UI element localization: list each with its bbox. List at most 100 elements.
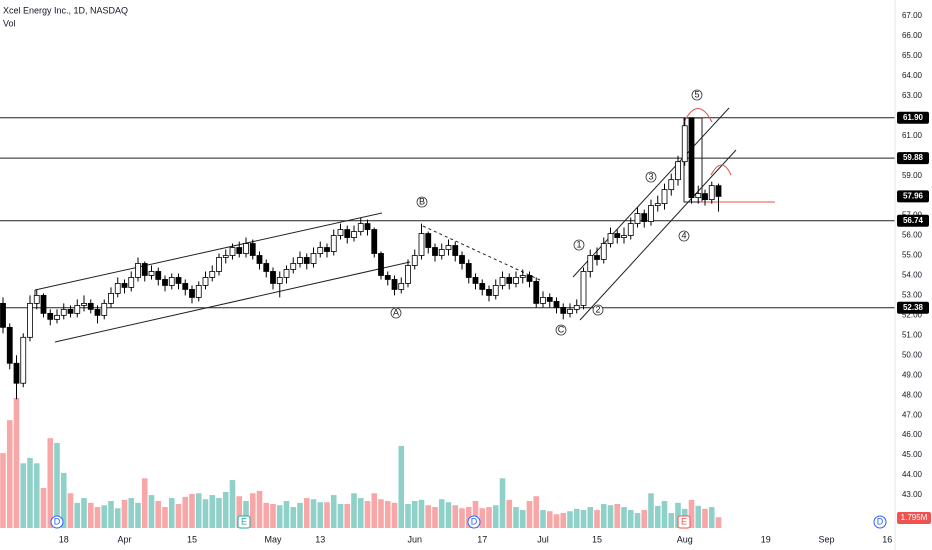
candle-body (101, 302, 108, 316)
candle-body (371, 229, 378, 254)
wave-label: C (558, 324, 565, 334)
volume-bar (297, 502, 303, 528)
volume-bar (236, 496, 243, 528)
candle-body (594, 255, 600, 260)
x-tick-label: 15 (592, 534, 602, 544)
candle-body (506, 277, 513, 284)
volume-title: Vol (3, 18, 16, 28)
volume-bar (337, 504, 344, 528)
candles (0, 117, 722, 400)
candle-body (418, 233, 425, 256)
event-marker[interactable]: D (54, 516, 61, 526)
volume-bar (209, 495, 216, 528)
candle-body (54, 314, 60, 320)
y-tick-label: 49.00 (902, 370, 923, 379)
wave-label: 3 (648, 171, 653, 181)
volume-bar (519, 510, 526, 528)
candle-body (0, 302, 6, 328)
volume-bar (317, 502, 324, 528)
candle-body (648, 205, 654, 222)
volume-bar (175, 504, 182, 528)
y-tick-label: 48.00 (902, 390, 923, 399)
volume-bar (74, 502, 81, 528)
candle-body (94, 308, 101, 316)
event-marker[interactable]: E (681, 516, 687, 526)
candle-body (216, 257, 222, 272)
candle-body (128, 277, 135, 288)
candle-body (621, 235, 627, 238)
y-tick-label: 50.00 (902, 350, 923, 359)
volume-bar (371, 493, 378, 528)
candle-body (702, 193, 708, 201)
volume-bar (135, 502, 141, 528)
volume-bar (499, 478, 506, 528)
candle-body (135, 263, 141, 278)
candle-body (634, 213, 641, 224)
event-marker[interactable]: D (471, 516, 478, 526)
wave-label: 4 (681, 230, 686, 240)
candle-body (580, 271, 587, 306)
volume-bar (405, 504, 411, 528)
price-label: 56.74 (903, 216, 924, 225)
candle-body (114, 283, 121, 294)
volume-bar (87, 502, 94, 528)
candle-body (459, 255, 465, 264)
volume-bar (54, 442, 60, 528)
candle-body (607, 233, 614, 244)
volume-bar (506, 499, 513, 528)
x-tick-label: Jul (537, 534, 549, 544)
volume-bar (13, 398, 20, 528)
event-markers: D E D E D (50, 515, 887, 529)
event-marker[interactable]: D (877, 516, 884, 526)
volume-bar (438, 499, 445, 528)
volume-label-box (897, 512, 931, 524)
candle-body (614, 233, 621, 238)
volume-bar (195, 493, 202, 528)
candle-body (202, 277, 209, 286)
candle-body (587, 255, 594, 272)
volume-bar (715, 517, 722, 528)
candle-body (567, 308, 573, 314)
candle-body (162, 279, 168, 286)
drawings (34, 107, 775, 343)
candle-body (486, 289, 492, 296)
y-tick-label: 67.00 (902, 11, 923, 20)
candle-body (317, 247, 324, 254)
candle-body (695, 193, 702, 199)
x-tick-label: 18 (59, 534, 69, 544)
volume-bar (567, 511, 573, 528)
volume-bar (40, 487, 47, 528)
price-label: 59.88 (903, 153, 924, 162)
candle-body (553, 301, 560, 308)
candle-body (573, 304, 580, 310)
candle-body (641, 213, 648, 222)
volume-bar (533, 496, 540, 528)
volume-bar (121, 499, 128, 528)
candle-body (155, 271, 162, 280)
volume-bar (594, 510, 600, 528)
candle-body (60, 308, 67, 316)
candle-body (283, 269, 290, 278)
x-tick-label: Apr (117, 534, 131, 544)
volume-bar (614, 504, 621, 528)
volume-bar (229, 480, 236, 528)
volume-bar (627, 510, 634, 528)
candle-body (330, 235, 337, 252)
price-label-box (897, 301, 929, 314)
volume-bar (695, 505, 702, 528)
volume-bar (141, 478, 148, 528)
candle-body (492, 285, 499, 296)
volume-bar (310, 499, 317, 528)
volume-bar (587, 507, 594, 528)
candle-body (675, 161, 681, 181)
volume-bar (283, 501, 290, 528)
y-tick-label: 55.00 (902, 251, 923, 260)
candle-body (364, 223, 371, 230)
volume-bar (351, 493, 357, 528)
candle-body (81, 302, 87, 306)
y-tick-label: 43.00 (902, 490, 923, 499)
event-marker[interactable]: E (241, 516, 247, 526)
candle-body (229, 247, 236, 256)
volume-bar (425, 505, 432, 528)
volume-bar (0, 453, 6, 528)
